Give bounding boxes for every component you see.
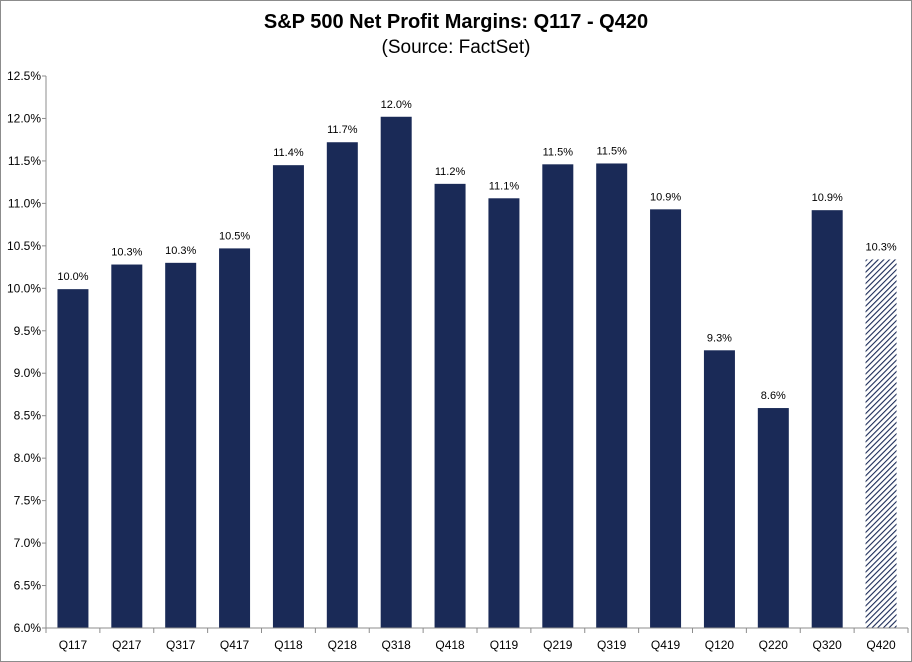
y-tick-label: 8.5% (14, 409, 42, 423)
y-tick-label: 12.0% (7, 111, 41, 125)
x-tick-label-q217: Q217 (112, 638, 142, 652)
bar-q217 (111, 264, 143, 628)
data-label-q417: 10.5% (219, 230, 250, 242)
x-tick-label-q320: Q320 (813, 638, 843, 652)
bar-q419 (650, 209, 682, 628)
bar-q117 (57, 289, 89, 628)
y-tick-label: 10.5% (7, 239, 41, 253)
data-label-q118: 11.4% (273, 147, 304, 159)
y-axis: 6.0% 6.5% 7.0% 7.5% 8.0% 8.5% 9.0% 9.5% 10.0% 10.… (7, 69, 47, 635)
bar-q120 (703, 350, 735, 628)
data-label-q220: 8.6% (761, 390, 786, 402)
data-label-q120: 9.3% (707, 332, 732, 344)
bar-q417 (219, 248, 251, 628)
chart-subtitle: (Source: FactSet) (381, 37, 531, 58)
data-label-q419: 10.9% (650, 191, 681, 203)
data-label-q418: 11.2% (435, 166, 466, 178)
y-tick-label: 7.5% (14, 494, 42, 508)
y-tick-label: 7.0% (14, 536, 42, 550)
data-label-q420: 10.3% (865, 241, 896, 253)
data-label-q217: 10.3% (111, 247, 142, 259)
bar-q319 (596, 163, 628, 628)
y-tick-label: 8.0% (14, 451, 42, 465)
data-label-q218: 11.7% (327, 124, 358, 136)
bar-q317 (165, 262, 197, 628)
x-tick-label-q418: Q418 (435, 638, 465, 652)
x-tick-label-q218: Q218 (328, 638, 358, 652)
x-tick-label-q317: Q317 (166, 638, 196, 652)
bar-q420 (865, 259, 897, 628)
y-tick-label: 11.5% (8, 154, 41, 168)
x-tick-label-q118: Q118 (274, 638, 303, 652)
bars: 10.0% 10.3% 10.3% 10.5% 11.4% 11.7% 12.0% 11.2%… (57, 99, 897, 629)
x-tick-label-q117: Q117 (59, 638, 88, 652)
x-tick-label-q318: Q318 (382, 638, 412, 652)
data-label-q317: 10.3% (165, 245, 196, 257)
x-tick-label-q419: Q419 (651, 638, 681, 652)
y-tick-label: 9.5% (14, 324, 42, 338)
x-tick-label-q319: Q319 (597, 638, 627, 652)
x-tick-label-q417: Q417 (220, 638, 250, 652)
y-tick-label: 6.5% (14, 579, 42, 593)
data-label-q117: 10.0% (57, 271, 88, 283)
x-tick-label-q220: Q220 (759, 638, 789, 652)
x-tick-label-q120: Q120 (705, 638, 735, 652)
bar-q220 (757, 408, 789, 628)
bar-q318 (380, 116, 412, 629)
data-label-q219: 11.5% (543, 146, 574, 158)
chart-title: S&P 500 Net Profit Margins: Q117 - Q420 (263, 11, 649, 33)
y-tick-label: 12.5% (7, 69, 41, 83)
x-axis: Q117 Q217 Q317 Q417 Q118 Q218 Q318 Q418 Q119 Q219… (45, 627, 909, 652)
data-label-q319: 11.5% (597, 145, 628, 157)
y-tick-label: 6.0% (14, 621, 42, 635)
bar-q218 (326, 142, 358, 629)
data-label-q119: 11.1% (489, 180, 520, 192)
y-tick-label: 11.0% (8, 196, 41, 210)
data-label-q320: 10.9% (812, 192, 843, 204)
bar-q119 (488, 198, 520, 628)
bar-q320 (811, 210, 843, 628)
y-tick-label: 9.0% (14, 366, 42, 380)
data-label-q318: 12.0% (381, 99, 412, 111)
y-tick-label: 10.0% (7, 281, 41, 295)
bar-q118 (272, 165, 304, 628)
bar-q219 (542, 164, 574, 628)
x-tick-label-q219: Q219 (543, 638, 573, 652)
bar-q418 (434, 183, 466, 629)
x-tick-label-q119: Q119 (490, 638, 519, 652)
x-tick-label-q420: Q420 (866, 638, 896, 652)
